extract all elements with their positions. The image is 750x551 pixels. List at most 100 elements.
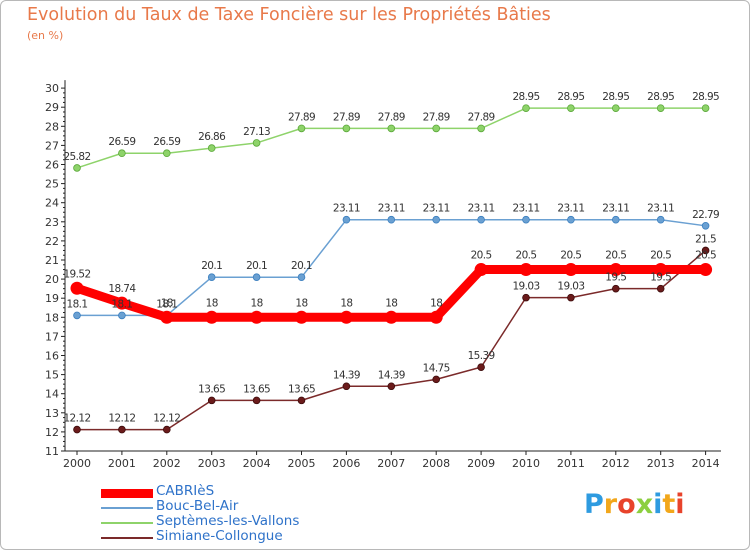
- data-label-3: 15.39: [468, 350, 495, 362]
- legend-swatch: [101, 537, 153, 539]
- data-point-1: [118, 311, 126, 320]
- data-label-3: 19.03: [512, 281, 539, 293]
- data-point-3: [73, 425, 81, 434]
- x-tick-label: 2002: [153, 457, 181, 470]
- data-label-3: 14.39: [333, 369, 360, 381]
- data-label-3: 12.12: [108, 413, 135, 425]
- y-tick-label: 12: [45, 426, 59, 439]
- y-tick-label: 25: [45, 178, 59, 191]
- data-label-1: 22.79: [692, 209, 719, 221]
- data-point-0: [250, 310, 264, 324]
- data-label-0: 20.5: [605, 250, 626, 262]
- data-label-1: 20.1: [291, 260, 312, 272]
- data-point-2: [387, 124, 396, 133]
- data-point-1: [656, 215, 665, 224]
- logo-letter: x: [635, 489, 654, 520]
- x-tick-label: 2010: [512, 457, 540, 470]
- data-label-3: 19.5: [605, 272, 626, 284]
- y-tick-label: 17: [45, 330, 59, 343]
- x-tick-label: 2009: [467, 457, 495, 470]
- data-point-0: [429, 310, 443, 324]
- data-point-3: [656, 284, 665, 293]
- data-point-0: [70, 281, 84, 295]
- data-label-0: 18: [295, 297, 307, 309]
- data-point-1: [73, 311, 81, 320]
- data-label-3: 19.5: [650, 272, 671, 284]
- data-point-2: [118, 149, 126, 158]
- data-label-3: 19.03: [557, 281, 584, 293]
- data-label-1: 20.1: [246, 260, 267, 272]
- x-tick-label: 2001: [108, 457, 136, 470]
- x-tick-label: 2013: [647, 457, 675, 470]
- data-label-0: 20.5: [516, 250, 537, 262]
- data-label-3: 14.75: [423, 362, 450, 374]
- x-tick-label: 2007: [377, 457, 405, 470]
- chart-subtitle: (en %): [27, 29, 64, 42]
- x-tick-label: 2005: [288, 457, 316, 470]
- data-label-2: 26.59: [108, 136, 135, 148]
- data-label-2: 28.95: [602, 91, 629, 103]
- y-tick-label: 19: [45, 292, 59, 305]
- data-point-1: [522, 215, 530, 224]
- data-label-1: 18.1: [156, 298, 177, 310]
- data-point-2: [656, 104, 665, 112]
- data-point-2: [73, 164, 81, 172]
- data-point-2: [432, 124, 441, 133]
- data-point-3: [522, 293, 530, 302]
- y-tick-label: 29: [45, 101, 59, 114]
- data-point-1: [477, 215, 485, 224]
- data-label-2: 25.82: [63, 151, 90, 163]
- data-label-0: 18: [385, 297, 397, 309]
- data-point-2: [207, 144, 216, 152]
- y-tick-label: 14: [45, 388, 59, 401]
- y-tick-label: 30: [45, 82, 59, 95]
- data-label-2: 27.89: [288, 111, 315, 123]
- x-tick-label: 2012: [602, 457, 630, 470]
- y-tick-label: 20: [45, 273, 59, 286]
- data-label-3: 21.5: [695, 233, 716, 245]
- y-tick-label: 26: [45, 159, 59, 172]
- data-label-3: 13.65: [288, 383, 315, 395]
- legend-label: Bouc-Bel-Air: [156, 498, 239, 514]
- x-tick-label: 2006: [332, 457, 360, 470]
- logo-letter: r: [603, 489, 618, 520]
- data-label-1: 23.11: [333, 203, 360, 215]
- data-label-1: 23.11: [557, 203, 584, 215]
- legend-swatch: [101, 522, 153, 524]
- data-label-2: 28.95: [647, 91, 674, 103]
- x-tick-label: 2014: [692, 457, 720, 470]
- data-label-1: 23.11: [468, 203, 495, 215]
- data-label-0: 19.52: [63, 268, 90, 280]
- logo-letter: P: [584, 489, 604, 520]
- data-point-2: [342, 124, 351, 133]
- logo-letter: i: [675, 489, 685, 520]
- data-point-3: [252, 396, 261, 405]
- data-point-3: [342, 382, 351, 391]
- data-label-0: 18: [161, 297, 173, 309]
- data-point-1: [297, 273, 306, 281]
- data-label-2: 27.89: [378, 111, 405, 123]
- y-tick-label: 21: [45, 254, 59, 267]
- data-label-0: 18.74: [108, 283, 136, 295]
- data-point-2: [522, 104, 530, 112]
- data-label-2: 27.13: [243, 126, 270, 138]
- data-point-3: [118, 425, 126, 434]
- data-point-0: [160, 310, 174, 324]
- data-point-2: [611, 104, 620, 112]
- data-label-0: 20.5: [650, 250, 671, 262]
- data-point-1: [611, 215, 620, 224]
- data-point-2: [252, 139, 261, 147]
- data-label-3: 13.65: [198, 383, 225, 395]
- y-tick-label: 18: [45, 311, 59, 324]
- legend-swatch: [101, 488, 153, 498]
- data-label-3: 14.39: [378, 369, 405, 381]
- data-label-3: 13.65: [243, 383, 270, 395]
- data-point-0: [654, 263, 668, 277]
- data-label-1: 23.11: [647, 203, 674, 215]
- data-point-0: [474, 263, 488, 277]
- data-label-3: 12.12: [153, 413, 180, 425]
- logo-letter: t: [662, 489, 676, 520]
- data-point-3: [611, 284, 620, 293]
- data-point-3: [701, 246, 710, 255]
